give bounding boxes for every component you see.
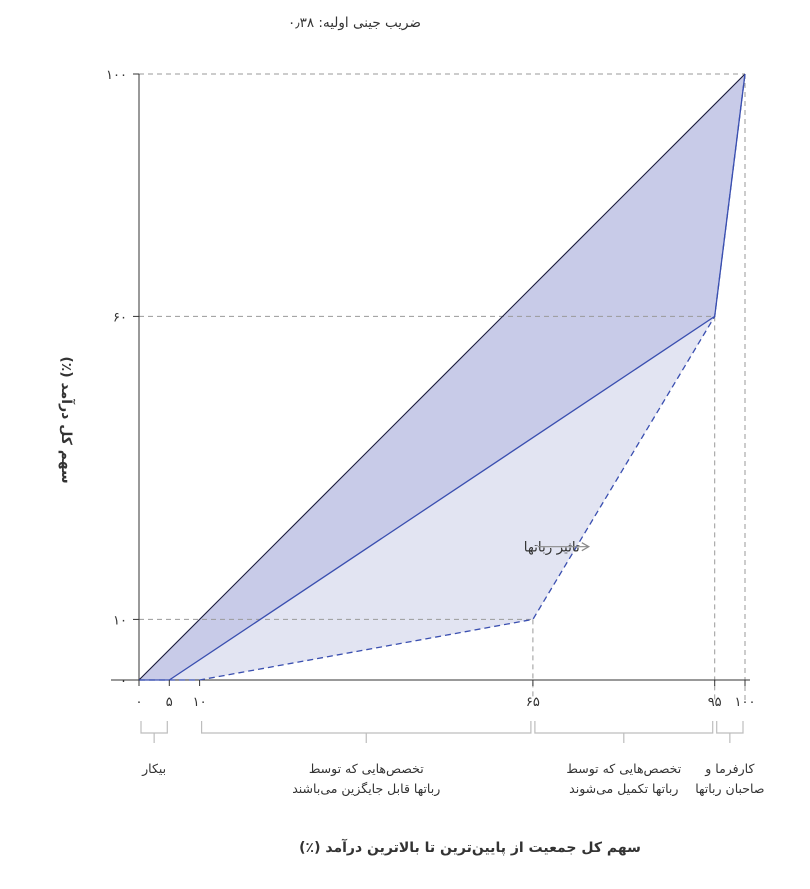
- chart-subtitle: ضریب جینی اولیه: ۰٫۳۸: [288, 15, 421, 31]
- x-tick-label: ۹۵: [708, 695, 722, 710]
- group-label: صاحبان رباتها: [695, 781, 764, 797]
- group-label: رباتها قابل جایگزین می‌باشند: [292, 781, 440, 797]
- annotation-arrowhead: [581, 542, 591, 552]
- group-bracket: [716, 721, 744, 743]
- group-bracket: [534, 721, 714, 743]
- y-tick-label: ۱۰: [113, 613, 127, 628]
- y-tick-label: ۶۰: [113, 310, 127, 325]
- group-label: رباتها تکمیل می‌شوند: [569, 781, 678, 797]
- x-tick-label: ۱۰۰: [735, 695, 756, 710]
- y-tick-label: ۰: [120, 674, 127, 689]
- x-tick-label: ۶۵: [526, 695, 540, 710]
- x-axis-title: سهم کل جمعیت از پایین‌ترین تا بالاترین د…: [299, 838, 641, 856]
- lorenz-curve-robots: [139, 73, 746, 681]
- group-label: کارفرما و: [704, 761, 754, 777]
- annotation-label: تاثیر رباتها: [524, 540, 580, 556]
- x-tick-label: ۱۰: [193, 695, 207, 710]
- group-label: تخصص‌هایی که توسط: [309, 761, 424, 777]
- group-bracket: [201, 721, 532, 743]
- lower-shaded-area: [139, 74, 745, 680]
- x-tick-label: ۰: [136, 695, 143, 710]
- group-label: تخصص‌هایی که توسط: [566, 761, 681, 777]
- equality-line: [138, 73, 746, 681]
- x-tick-label: ۵: [166, 695, 173, 710]
- y-tick-label: ۱۰۰: [106, 68, 127, 83]
- group-label: بیکار: [141, 761, 166, 777]
- group-bracket: [140, 721, 168, 743]
- y-axis-title: سهم کل درآمد (٪): [58, 356, 76, 483]
